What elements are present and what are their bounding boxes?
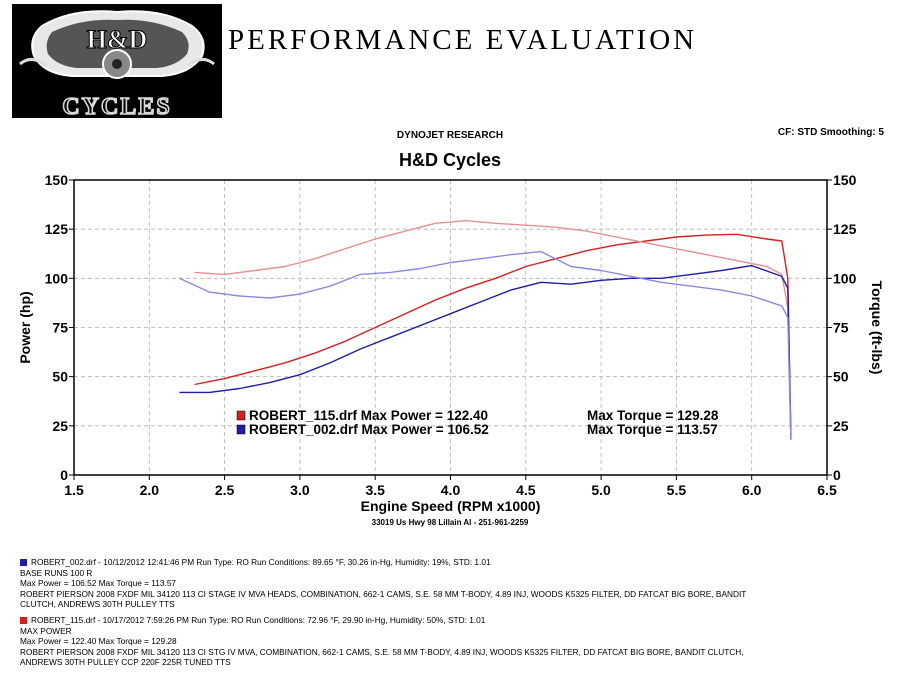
run-color-swatch [20,559,27,566]
chart-ticks: 1.5 2.0 2.5 3.0 3.5 4.0 4.5 5.0 5.5 6.0 6.50 025 255… [45,172,857,498]
chart-curves [179,220,792,440]
chart-title: H&D Cycles [398,150,502,170]
shop-address: 33019 Us Hwy 98 Lillain Al - 251-961-225… [371,518,529,527]
legend-entry: ROBERT_002.drf Max Power = 106.52 [249,422,489,437]
y-tick-label-right: 75 [833,320,849,336]
run-header-line: ROBERT_115.drf - 10/17/2012 7:59:26 PM R… [20,615,880,626]
series-line-torque [194,220,792,436]
run-build-description: ROBERT PIERSON 2008 FXDF MIL 34120 113 C… [20,646,744,657]
run-build-description-cont: ANDREWS 30TH PULLEY CCP 220F 225R TUNED … [20,657,231,668]
series-line-torque [179,250,792,440]
legend-swatch [236,410,246,421]
y-tick-label-left: 50 [52,369,68,385]
run-note-line: BASE RUNS 100 R [20,567,93,578]
dyno-chart: 1.5 2.0 2.5 3.0 3.5 4.0 4.5 5.0 5.5 6.0 6.50 025 255… [17,172,885,514]
run-build-description-cont: CLUTCH, ANDREWS 30TH PULLEY TTS [20,599,175,610]
legend-swatch [236,424,246,435]
y-axis-label-torque: Torque (ft-lbs) [869,281,885,375]
y-tick-label-left: 75 [52,320,68,336]
legend-entry: ROBERT_115.drf Max Power = 122.40 [249,408,488,423]
run-header-line: ROBERT_002.drf - 10/12/2012 12:41:46 PM … [20,557,880,568]
y-tick-label-right: 50 [833,369,849,385]
run-build-description: ROBERT PIERSON 2008 FXDF MIL 34120 113 C… [20,588,747,599]
y-tick-label-right: 100 [833,270,857,286]
x-tick-label: 5.5 [667,482,687,498]
y-tick-label-left: 100 [45,270,69,286]
svg-text:CYCLES: CYCLES [62,94,171,118]
x-tick-label: 2.5 [215,482,235,498]
y-tick-label-left: 0 [60,467,68,483]
run-max-values: Max Power = 106.52 Max Torque = 113.57 [20,578,177,589]
cf-smoothing-label: CF: STD Smoothing: 5 [777,127,884,138]
run-info-002: ROBERT_002.drf - 10/12/2012 12:41:46 PM … [20,557,880,610]
dyno-label: DYNOJET RESEARCH [396,130,504,141]
x-tick-label: 2.0 [140,482,160,498]
run-color-swatch [20,617,27,624]
run-details: ROBERT_115.drf - 10/17/2012 7:59:26 PM R… [31,615,486,625]
run-details: ROBERT_002.drf - 10/12/2012 12:41:46 PM … [31,557,491,567]
svg-text:H&D: H&D [87,25,148,54]
x-tick-label: 4.0 [441,482,461,498]
run-max-values: Max Power = 122.40 Max Torque = 129.28 [20,636,177,647]
y-tick-label-right: 125 [833,221,857,237]
x-tick-label: 4.5 [516,482,536,498]
y-tick-label-right: 25 [833,418,849,434]
chart-legend: ROBERT_115.drf Max Power = 122.40 Max Tor… [236,408,719,437]
y-tick-label-right: 150 [833,172,857,188]
y-tick-label-left: 150 [45,172,69,188]
x-tick-label: 6.0 [742,482,762,498]
x-tick-label: 5.0 [591,482,611,498]
x-axis-label: Engine Speed (RPM x1000) [361,498,541,514]
y-tick-label-left: 25 [52,418,68,434]
x-tick-label: 3.0 [290,482,310,498]
y-axis-label-power: Power (hp) [17,291,33,363]
x-tick-label: 3.5 [365,482,385,498]
y-tick-label-left: 125 [45,221,69,237]
run-info-115: ROBERT_115.drf - 10/17/2012 7:59:26 PM R… [20,615,880,668]
series-line-power [179,264,792,440]
run-note-line: MAX POWER [20,625,72,636]
hd-cycles-logo: H&D CYCLES [12,4,222,118]
page-title: PERFORMANCE EVALUATION [228,24,698,56]
x-tick-label: 6.5 [817,482,837,498]
legend-max-torque: Max Torque = 129.28 [587,408,719,423]
y-tick-label-right: 0 [833,467,841,483]
x-tick-label: 1.5 [64,482,84,498]
legend-max-torque: Max Torque = 113.57 [587,422,718,437]
series-line-power [194,233,792,436]
